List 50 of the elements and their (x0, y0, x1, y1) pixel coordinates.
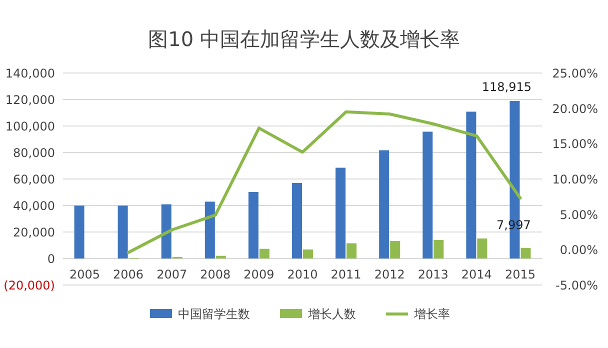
x-tick-label: 2015 (504, 268, 536, 282)
y-tick-label: 80,000 (13, 146, 55, 160)
y2-tick-label: -5.00% (556, 278, 598, 292)
bar (434, 240, 444, 258)
y-tick-label: 40,000 (13, 199, 55, 213)
bar (477, 238, 488, 258)
y-tick-label: (20,000) (4, 278, 55, 292)
bar (390, 241, 400, 258)
bar (259, 248, 270, 258)
x-tick-label: 2014 (461, 268, 492, 282)
y2-tick-label: 25.00% (552, 66, 598, 80)
legend-label: 中国留学生数 (178, 307, 250, 321)
bar (379, 150, 390, 258)
x-tick-label: 2007 (156, 268, 188, 282)
y2-tick-label: 15.00% (552, 137, 598, 152)
bar (74, 206, 84, 258)
x-tick-label: 2008 (200, 268, 231, 282)
bar (346, 243, 357, 258)
bar (303, 249, 313, 258)
y2-tick-label: 5.00% (560, 208, 598, 222)
y2-tick-label: 20.00% (552, 102, 598, 116)
x-tick-label: 2006 (113, 268, 144, 282)
y-tick-label: 120,000 (5, 93, 55, 107)
y-tick-label: 0 (47, 252, 55, 266)
bar (336, 168, 346, 258)
y2-tick-label: 10.00% (552, 172, 598, 186)
bar (466, 112, 476, 258)
y-tick-label: 20,000 (13, 226, 55, 240)
bar (118, 206, 128, 258)
y-tick-label: 140,000 (5, 66, 55, 80)
bar (292, 182, 302, 258)
chart-title: 图10 中国在加留学生人数及增长率 (148, 27, 460, 51)
y-tick-label: 60,000 (13, 172, 55, 186)
x-tick-label: 2013 (418, 268, 448, 282)
x-tick-label: 2010 (287, 268, 318, 282)
bar (422, 132, 433, 258)
x-tick-label: 2005 (70, 268, 100, 282)
x-tick-label: 2009 (244, 268, 274, 282)
y2-tick-label: 0.00% (560, 243, 598, 258)
x-tick-label: 2011 (330, 268, 362, 282)
bar (248, 192, 258, 258)
bar (204, 202, 215, 258)
bar (216, 256, 226, 258)
data-label: 118,915 (482, 80, 532, 94)
bar (520, 248, 531, 258)
legend-label: 增长率 (413, 307, 450, 321)
bar (161, 204, 172, 258)
legend-label: 增长人数 (307, 307, 356, 321)
y-tick-label: 100,000 (5, 120, 55, 134)
x-tick-label: 2012 (374, 268, 405, 282)
